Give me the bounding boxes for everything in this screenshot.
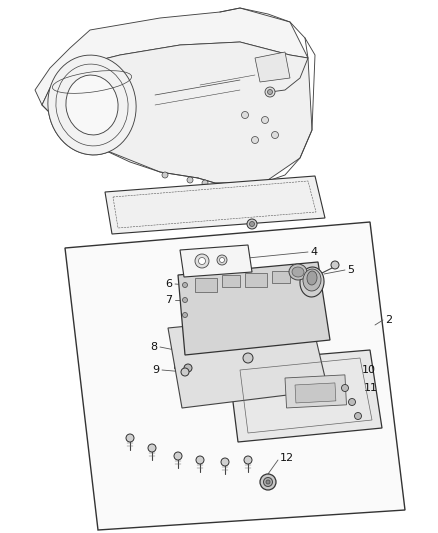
Bar (272, 271, 290, 283)
Ellipse shape (48, 55, 136, 155)
Circle shape (195, 254, 209, 268)
Ellipse shape (292, 267, 304, 277)
Circle shape (181, 368, 189, 376)
Circle shape (202, 180, 208, 186)
Bar (285, 375, 346, 408)
Circle shape (183, 282, 187, 287)
Ellipse shape (303, 269, 321, 291)
Ellipse shape (66, 75, 118, 135)
Text: 6: 6 (165, 279, 172, 289)
Circle shape (217, 255, 227, 265)
Circle shape (354, 413, 361, 419)
Circle shape (219, 257, 225, 262)
Circle shape (148, 444, 156, 452)
Circle shape (331, 261, 339, 269)
Circle shape (272, 132, 279, 139)
Polygon shape (168, 314, 328, 408)
Bar (195, 278, 217, 292)
Ellipse shape (307, 271, 317, 285)
Circle shape (268, 90, 272, 94)
Polygon shape (35, 8, 308, 105)
Ellipse shape (289, 264, 307, 280)
Text: 1: 1 (303, 191, 310, 201)
Text: 12: 12 (280, 453, 294, 463)
Circle shape (162, 172, 168, 178)
Text: 11: 11 (364, 383, 378, 393)
Circle shape (196, 456, 204, 464)
Text: 9: 9 (152, 365, 159, 375)
Circle shape (241, 111, 248, 118)
Circle shape (187, 177, 193, 183)
Circle shape (183, 297, 187, 303)
Circle shape (266, 480, 270, 484)
Circle shape (244, 456, 252, 464)
Circle shape (247, 219, 257, 229)
Circle shape (250, 222, 254, 227)
Text: 8: 8 (150, 342, 157, 352)
Circle shape (198, 257, 205, 264)
Circle shape (126, 434, 134, 442)
Polygon shape (255, 52, 290, 82)
Text: 3: 3 (280, 213, 287, 223)
Circle shape (174, 452, 182, 460)
Polygon shape (178, 262, 330, 355)
Bar (245, 273, 267, 287)
Circle shape (265, 87, 275, 97)
Text: 2: 2 (385, 315, 392, 325)
Circle shape (184, 364, 192, 372)
Circle shape (243, 353, 253, 363)
Polygon shape (228, 350, 382, 442)
Bar (295, 383, 336, 403)
Circle shape (251, 136, 258, 143)
Text: 10: 10 (362, 365, 376, 375)
Ellipse shape (66, 75, 118, 135)
Polygon shape (65, 222, 405, 530)
Polygon shape (42, 42, 312, 183)
Circle shape (342, 384, 349, 392)
Circle shape (183, 312, 187, 318)
Circle shape (261, 117, 268, 124)
Polygon shape (180, 245, 252, 277)
Text: 7: 7 (165, 295, 172, 305)
Circle shape (264, 478, 272, 487)
Circle shape (349, 399, 356, 406)
Text: 5: 5 (347, 265, 354, 275)
Circle shape (260, 474, 276, 490)
Circle shape (221, 458, 229, 466)
Ellipse shape (48, 55, 136, 155)
Text: 4: 4 (310, 247, 317, 257)
Polygon shape (105, 176, 325, 234)
Ellipse shape (300, 267, 324, 297)
Bar (222, 275, 240, 287)
